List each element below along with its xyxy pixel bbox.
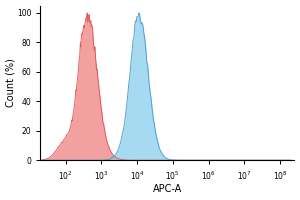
- Y-axis label: Count (%): Count (%): [6, 58, 16, 107]
- Text: 0: 0: [0, 199, 1, 200]
- X-axis label: APC-A: APC-A: [153, 184, 182, 194]
